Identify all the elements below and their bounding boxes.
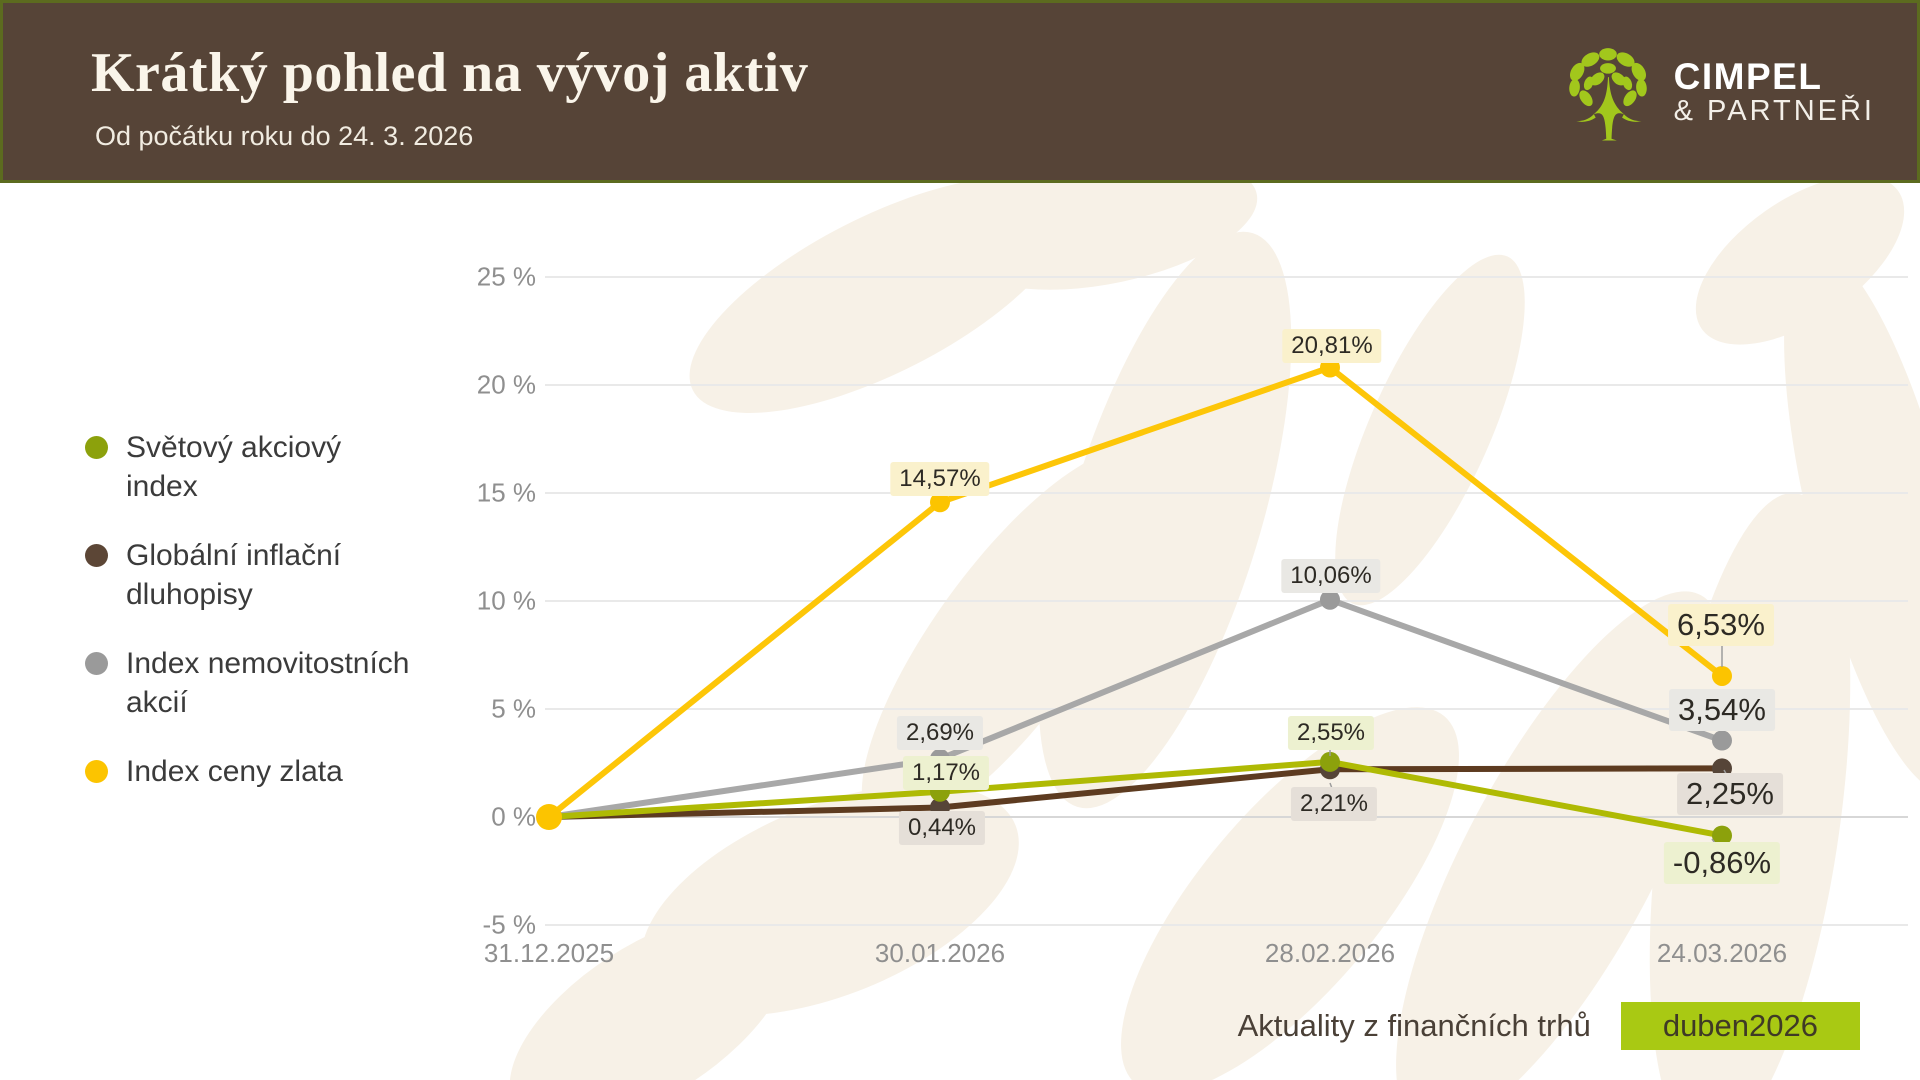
legend-dot-stocks [85, 436, 108, 459]
data-label-svetovy-akciovy-index: -0,86% [1663, 842, 1781, 884]
footer-text: Aktuality z finančních trhů [1237, 1008, 1591, 1043]
logo-name: CIMPEL [1673, 55, 1823, 97]
data-label-index-nemovitostnich-akcii: 2,69% [896, 716, 984, 750]
line-svetovy-akciovy-index [546, 758, 1725, 839]
company-logo: CIMPEL & PARTNEŘI [1564, 43, 1875, 143]
logo-subname: & PARTNEŘI [1673, 94, 1875, 127]
y-tick-label: 5 % [491, 693, 536, 724]
data-label-svetovy-akciovy-index: 2,55% [1287, 716, 1375, 750]
x-tick-label: 30.01.2026 [874, 938, 1006, 968]
data-point-svetovy-akciovy-index [1320, 751, 1340, 772]
footer: Aktuality z finančních trhů duben2026 [1238, 1002, 1860, 1050]
page-subtitle: Od počátku roku do 24. 3. 2026 [95, 121, 474, 151]
y-tick-label: -5 % [482, 909, 536, 940]
data-label-index-nemovitostnich-akcii: 3,54% [1669, 689, 1775, 731]
tree-icon [1568, 48, 1647, 141]
legend-dot-gold [85, 760, 108, 783]
legend-label: Světový akciový index [126, 431, 342, 503]
legend-dot-bonds [85, 544, 108, 567]
x-tick-label: 31.12.2025 [483, 938, 615, 968]
data-point-index-ceny-zlata [930, 492, 950, 513]
data-point-index-ceny-zlata [536, 804, 562, 830]
data-point-index-nemovitostnich-akcii [1712, 730, 1732, 751]
data-label-index-ceny-zlata: 20,81% [1282, 329, 1382, 363]
legend-item-bonds: Globální inflační dluhopisy [85, 536, 415, 614]
legend-dot-real-estate [85, 652, 108, 675]
issue-badge: duben2026 [1620, 1002, 1860, 1050]
chart-legend: Světový akciový index Globální inflační … [85, 428, 415, 821]
line-index-ceny-zlata [546, 364, 1725, 820]
y-tick-label: 10 % [476, 585, 536, 616]
data-label-index-nemovitostnich-akcii: 10,06% [1281, 559, 1381, 593]
data-point-svetovy-akciovy-index [1712, 825, 1732, 846]
data-point-index-nemovitostnich-akcii [1320, 589, 1340, 610]
data-label-svetovy-akciovy-index: 1,17% [902, 756, 990, 790]
legend-item-gold: Index ceny zlata [85, 752, 415, 791]
data-label-index-ceny-zlata: 6,53% [1668, 604, 1774, 646]
data-point-index-ceny-zlata [1712, 665, 1732, 686]
data-label-globalni-inflacni-dluhopisy: 2,21% [1290, 787, 1378, 821]
header-band: Krátký pohled na vývoj aktiv Od počátku … [0, 0, 1920, 183]
y-tick-label: 20 % [476, 369, 536, 400]
legend-item-stocks: Světový akciový index [85, 428, 415, 506]
x-tick-label: 28.02.2026 [1264, 938, 1396, 968]
legend-label: Index nemovitostních akcií [126, 647, 410, 719]
y-tick-label: 15 % [476, 477, 536, 508]
y-tick-label: 25 % [476, 261, 536, 292]
page-title: Krátký pohled na vývoj aktiv [91, 42, 809, 104]
y-tick-label: 0 % [491, 801, 536, 832]
legend-item-real-estate: Index nemovitostních akcií [85, 644, 415, 722]
legend-label: Index ceny zlata [126, 755, 343, 788]
legend-label: Globální inflační dluhopisy [126, 539, 342, 611]
data-label-globalni-inflacni-dluhopisy: 0,44% [898, 811, 986, 845]
line-globalni-inflacni-dluhopisy [546, 765, 1725, 820]
data-label-globalni-inflacni-dluhopisy: 2,25% [1677, 773, 1783, 815]
x-tick-label: 24.03.2026 [1656, 938, 1788, 968]
line-index-nemovitostnich-akcii [546, 596, 1725, 820]
data-label-index-ceny-zlata: 14,57% [890, 462, 990, 496]
